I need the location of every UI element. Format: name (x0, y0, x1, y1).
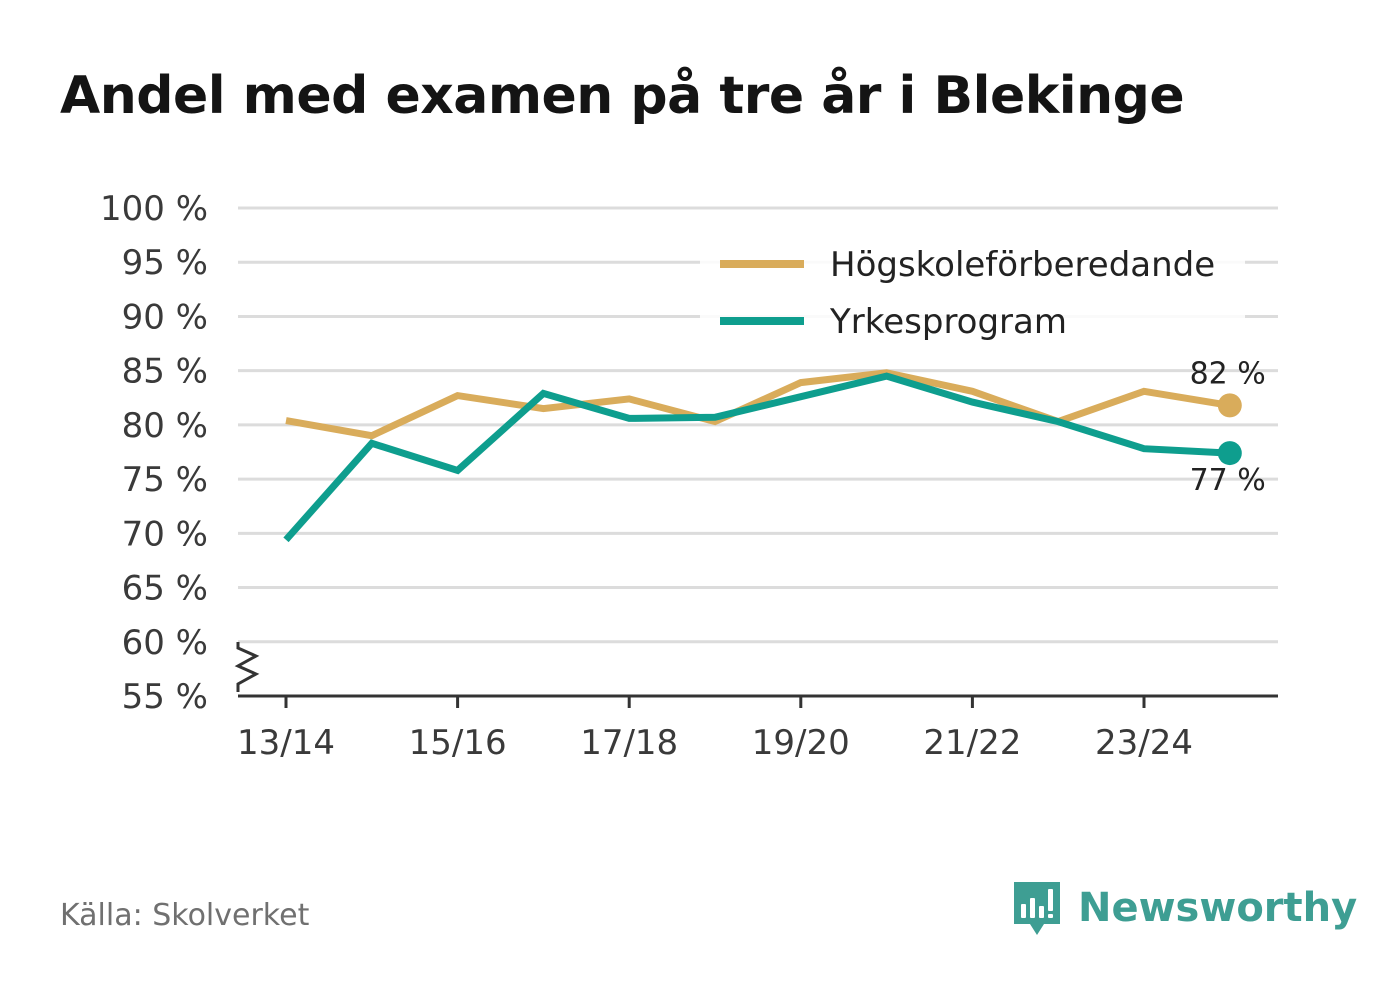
y-tick-label: 100 % (100, 189, 208, 229)
end-value-label: 82 % (1190, 356, 1266, 391)
x-tick-label: 15/16 (409, 723, 507, 763)
y-axis-ticks: 55 % 60 % 65 % 70 % 75 % 80 % 85 % 90 % 95 % 100 … (100, 189, 208, 717)
chart-title: Andel med examen på tre år i Blekinge (60, 66, 1185, 126)
y-tick-label: 65 % (122, 569, 208, 609)
y-tick-label: 70 % (122, 514, 208, 554)
series-line-yrkesprogram (283, 372, 1230, 543)
axis-break-icon (234, 642, 260, 692)
y-tick-label: 75 % (122, 460, 208, 500)
y-tick-label: 60 % (122, 623, 208, 663)
brand-logo: Newsworthy (1010, 878, 1357, 938)
y-tick-label: 85 % (122, 352, 208, 392)
x-tick-label: 19/20 (752, 723, 850, 763)
y-tick-label: 55 % (122, 677, 208, 717)
source-note: Källa: Skolverket (60, 898, 310, 933)
y-tick-label: 90 % (122, 297, 208, 337)
brand-name: Newsworthy (1078, 885, 1358, 931)
newsworthy-logo-icon (1014, 882, 1060, 935)
legend-label: Yrkesprogram (829, 302, 1067, 342)
x-axis: 13/14 15/16 17/18 19/20 21/22 23/24 (234, 642, 1278, 763)
series-lines: 82 % 77 % (283, 356, 1266, 543)
end-point (1217, 393, 1242, 418)
x-tick-label: 21/22 (923, 723, 1021, 763)
x-tick-label: 17/18 (580, 723, 678, 763)
end-value-label: 77 % (1190, 463, 1266, 498)
x-tick-label: 13/14 (237, 723, 335, 763)
legend-background (700, 232, 1245, 344)
x-tick-label: 23/24 (1095, 723, 1193, 763)
legend-label: Högskoleförberedande (830, 245, 1215, 285)
line-chart: 55 % 60 % 65 % 70 % 75 % 80 % 85 % 90 % 95 % 100 … (100, 189, 1278, 763)
series-line-hogskoleforberedande (285, 369, 1231, 440)
end-point (1217, 441, 1242, 466)
y-tick-label: 95 % (122, 243, 208, 283)
legend: Högskoleförberedande Yrkesprogram (700, 232, 1245, 344)
y-tick-label: 80 % (122, 406, 208, 446)
